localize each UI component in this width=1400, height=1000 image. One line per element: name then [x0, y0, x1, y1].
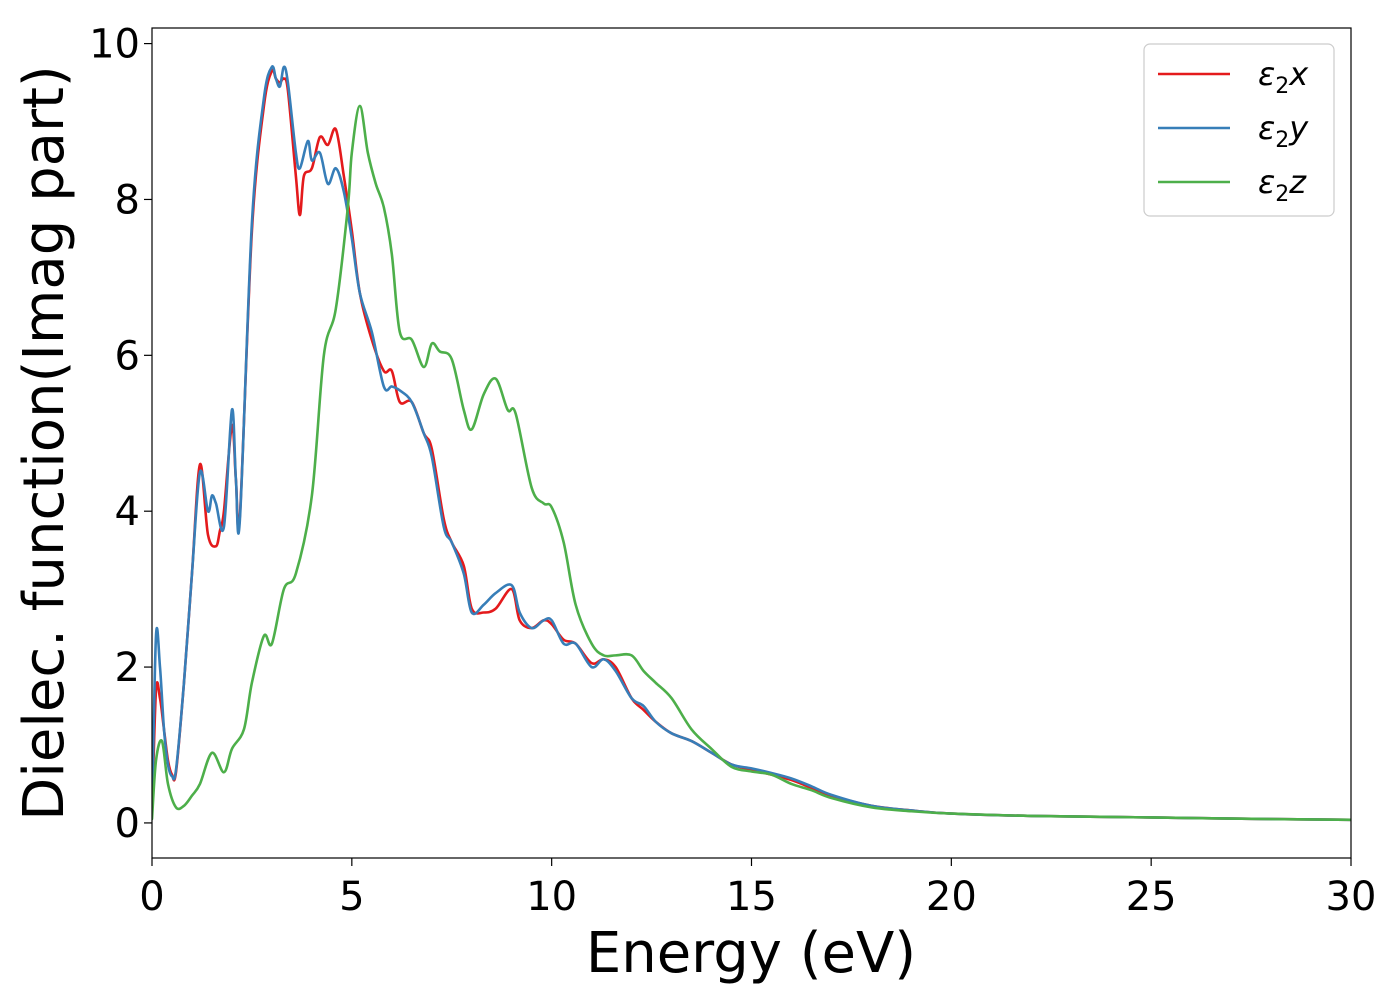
- y-tick-label: 8: [115, 177, 140, 223]
- x-axis: 0 5 10 15 20 25 30: [139, 858, 1376, 920]
- x-tick-label: 0: [139, 874, 164, 920]
- y-tick-label: 4: [115, 489, 140, 535]
- x-axis-title: Energy (eV): [586, 921, 916, 986]
- x-tick-label: 25: [1126, 874, 1177, 920]
- x-tick-label: 10: [526, 874, 577, 920]
- y-axis: 0 2 4 6 8 10: [89, 22, 152, 847]
- series-line-z: [152, 104, 1351, 822]
- plot-area: [152, 65, 1351, 822]
- y-tick-label: 0: [115, 801, 140, 847]
- legend: ε2x ε2y ε2z: [1143, 43, 1335, 217]
- legend-label-z: ε2z: [1258, 163, 1307, 207]
- legend-label-y: ε2y: [1258, 109, 1309, 153]
- x-tick-label: 15: [726, 874, 777, 920]
- y-tick-label: 2: [115, 645, 140, 691]
- y-tick-label: 10: [89, 22, 140, 68]
- legend-label-x: ε2x: [1258, 55, 1309, 99]
- x-tick-label: 20: [926, 874, 977, 920]
- legend-box: [1143, 43, 1335, 217]
- y-tick-label: 6: [115, 333, 140, 379]
- y-axis-title: Dielec. function(Imag part): [12, 65, 77, 821]
- x-tick-label: 30: [1326, 874, 1377, 920]
- x-tick-label: 5: [339, 874, 364, 920]
